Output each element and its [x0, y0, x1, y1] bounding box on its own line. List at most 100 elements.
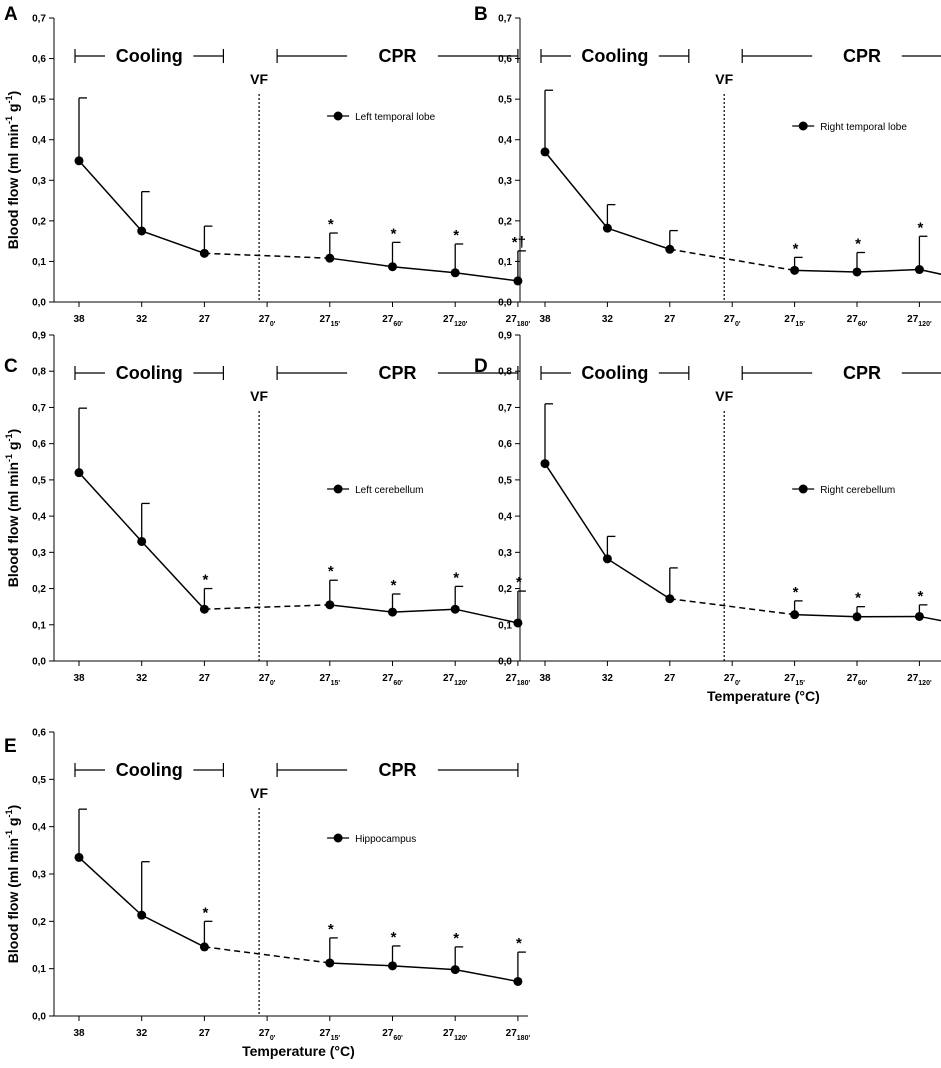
- x-tick-label: 27: [664, 673, 676, 684]
- y-tick-label: 0,4: [498, 512, 512, 523]
- panel-letter: D: [474, 356, 488, 377]
- x-tick-label: 38: [73, 314, 85, 325]
- significance-marker: *: [328, 921, 334, 938]
- data-point: [388, 961, 397, 971]
- data-point: [450, 965, 460, 975]
- y-tick-label: 0,1: [498, 257, 512, 268]
- data-point: [540, 459, 550, 469]
- y-tick-label: 0,6: [32, 439, 46, 450]
- significance-marker: *: [391, 577, 397, 594]
- data-point: [388, 607, 397, 617]
- data-point: [325, 253, 335, 263]
- y-tick-label: 0,1: [32, 964, 46, 975]
- data-point: [199, 604, 209, 614]
- cpr-label: CPR: [843, 363, 881, 383]
- legend-marker: [333, 484, 343, 494]
- vf-label: VF: [715, 71, 733, 87]
- data-point: [914, 265, 924, 275]
- data-point: [137, 536, 147, 546]
- x-axis-label: Temperature (°C): [707, 688, 820, 704]
- series-line-cpr: [329, 257, 518, 282]
- y-tick-label: 0,3: [32, 548, 46, 559]
- significance-marker: *: [328, 216, 334, 233]
- cooling-bracket: Cooling: [540, 46, 690, 66]
- x-tick-label: 2760': [382, 1028, 403, 1042]
- x-tick-label: 27120': [907, 673, 932, 687]
- y-tick-label: 0,9: [32, 331, 46, 342]
- x-tick-label: 38: [73, 1028, 85, 1039]
- data-point: [74, 156, 84, 166]
- x-tick-label: 27: [664, 314, 676, 325]
- data-point: [513, 276, 523, 286]
- data-point: [450, 268, 460, 278]
- cooling-label: Cooling: [581, 363, 648, 383]
- x-tick-label: 27120': [443, 673, 468, 687]
- significance-marker: *: [855, 236, 861, 253]
- data-point: [325, 600, 335, 610]
- x-tick-label: 2715': [784, 314, 805, 328]
- y-tick-label: 0,1: [498, 620, 512, 631]
- x-tick-label: 27120': [443, 314, 468, 328]
- y-tick-label: 0,2: [32, 584, 46, 595]
- significance-marker: *: [453, 569, 459, 586]
- significance-marker: *: [453, 227, 459, 244]
- cooling-bracket: Cooling: [540, 363, 690, 383]
- data-point: [790, 610, 800, 620]
- x-tick-label: 27: [199, 1028, 211, 1039]
- y-tick-label: 0,4: [498, 135, 512, 146]
- cpr-bracket: CPR: [276, 760, 519, 780]
- legend-marker: [333, 111, 343, 121]
- cooling-bracket: Cooling: [74, 363, 224, 383]
- y-tick-label: 0,1: [32, 620, 46, 631]
- significance-marker: *: [516, 574, 522, 591]
- significance-marker: *: [855, 590, 861, 607]
- y-tick-label: 0,7: [498, 14, 512, 25]
- legend: Left temporal lobe: [327, 111, 436, 123]
- legend: Right cerebellum: [792, 484, 895, 496]
- x-tick-label: 2715': [320, 314, 341, 328]
- series-line-vf-bridge: [204, 946, 330, 964]
- vf-label: VF: [250, 388, 268, 404]
- legend-label: Left temporal lobe: [355, 112, 435, 123]
- x-tick-label: 2760': [382, 314, 403, 328]
- legend: Right temporal lobe: [792, 121, 907, 133]
- legend: Hippocampus: [327, 833, 416, 845]
- significance-marker: *: [793, 240, 799, 257]
- y-tick-label: 0,7: [32, 14, 46, 25]
- legend-marker: [798, 121, 808, 131]
- x-tick-label: 27120': [907, 314, 932, 328]
- cooling-bracket: Cooling: [74, 760, 224, 780]
- x-tick-label: 27180': [506, 314, 531, 328]
- legend-label: Right cerebellum: [820, 485, 895, 496]
- x-tick-label: 38: [539, 314, 551, 325]
- x-tick-label: 38: [73, 673, 85, 684]
- y-axis-label: Blood flow (ml min-1 g-1): [4, 91, 21, 249]
- panel-letter: B: [474, 4, 488, 25]
- series-line-cpr: [794, 268, 941, 275]
- series-line-cooling: [544, 463, 671, 600]
- series-line-cpr: [329, 962, 519, 983]
- data-point: [513, 618, 523, 628]
- x-tick-label: 27: [199, 314, 211, 325]
- x-tick-label: 2760': [847, 673, 868, 687]
- x-tick-label: 27120': [443, 1028, 468, 1042]
- cooling-label: Cooling: [581, 46, 648, 66]
- x-tick-label: 27: [199, 673, 211, 684]
- legend: Left cerebellum: [327, 484, 423, 496]
- y-tick-label: 0,5: [498, 95, 512, 106]
- panel-letter: C: [4, 356, 18, 377]
- data-point: [790, 265, 800, 275]
- y-tick-label: 0,9: [498, 331, 512, 342]
- cpr-label: CPR: [378, 760, 416, 780]
- y-tick-label: 0,4: [32, 512, 46, 523]
- data-point: [852, 267, 862, 277]
- significance-marker: *: [793, 584, 799, 601]
- y-tick-label: 0,3: [498, 548, 512, 559]
- y-tick-label: 0,6: [32, 728, 46, 739]
- series-line-vf-bridge: [204, 252, 330, 259]
- data-point: [602, 554, 612, 564]
- y-tick-label: 0,5: [32, 475, 46, 486]
- legend-label: Right temporal lobe: [820, 122, 907, 133]
- x-tick-label: 38: [539, 673, 551, 684]
- data-point: [852, 612, 862, 622]
